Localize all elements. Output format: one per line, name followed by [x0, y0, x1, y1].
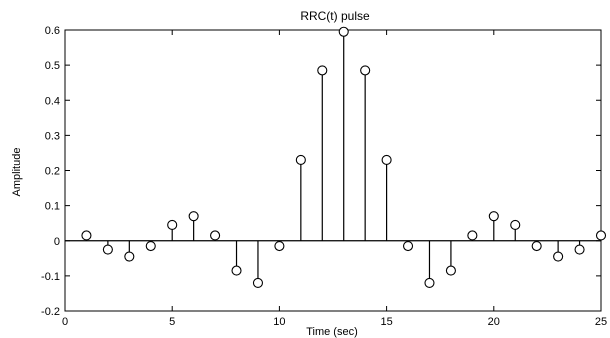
stem-marker [338, 26, 349, 37]
stem-marker [488, 211, 499, 222]
stem-marker [510, 219, 521, 230]
stem-marker [360, 65, 371, 76]
y-tick-label: 0.3 [45, 130, 60, 142]
y-tick-label: 0.4 [45, 95, 60, 107]
stem-marker [167, 219, 178, 230]
y-tick-label: 0.2 [45, 166, 60, 178]
stem-marker [317, 65, 328, 76]
stem-marker [424, 277, 435, 288]
stem-marker [445, 265, 456, 276]
y-axis-label: Amplitude [11, 148, 23, 197]
stem-marker [274, 240, 285, 252]
y-tick-label: -0.2 [41, 306, 60, 318]
plot-area: -0.2 -0.1 0 0.1 0.2 0.3 0.4 0.5 0.6 0 5 10 15 20 25 [41, 25, 607, 328]
stem-marker [402, 240, 414, 252]
stem-marker [124, 251, 135, 262]
y-tick-label: -0.1 [41, 271, 60, 283]
stem-marker [467, 230, 478, 241]
stem-marker [531, 240, 542, 252]
y-tick-label: 0.5 [45, 60, 60, 72]
stem-marker [102, 244, 113, 255]
stem-marker [81, 230, 92, 241]
stem-marker [595, 230, 607, 241]
chart-title: RRC(t) pulse [300, 9, 370, 23]
y-tick-label: 0.6 [45, 25, 60, 37]
stem-marker [210, 230, 221, 241]
stem-marker [295, 154, 306, 166]
x-tick-label: 5 [169, 316, 175, 328]
x-tick-label: 10 [273, 316, 285, 328]
stem-marker [252, 277, 264, 288]
y-tick-label: 0.1 [45, 201, 60, 213]
stem-marker [145, 240, 156, 252]
y-tick-label: 0 [54, 236, 60, 248]
x-axis-label: Time (sec) [306, 326, 358, 338]
x-tick-label: 15 [380, 316, 392, 328]
stem-marker [231, 265, 242, 276]
stem-marker [574, 244, 585, 255]
stem-marker [553, 251, 564, 262]
x-tick-label: 0 [62, 316, 68, 328]
stem-marker [188, 211, 199, 222]
stem-marker [381, 154, 392, 166]
x-tick-label: 25 [595, 316, 607, 328]
x-tick-label: 20 [488, 316, 500, 328]
